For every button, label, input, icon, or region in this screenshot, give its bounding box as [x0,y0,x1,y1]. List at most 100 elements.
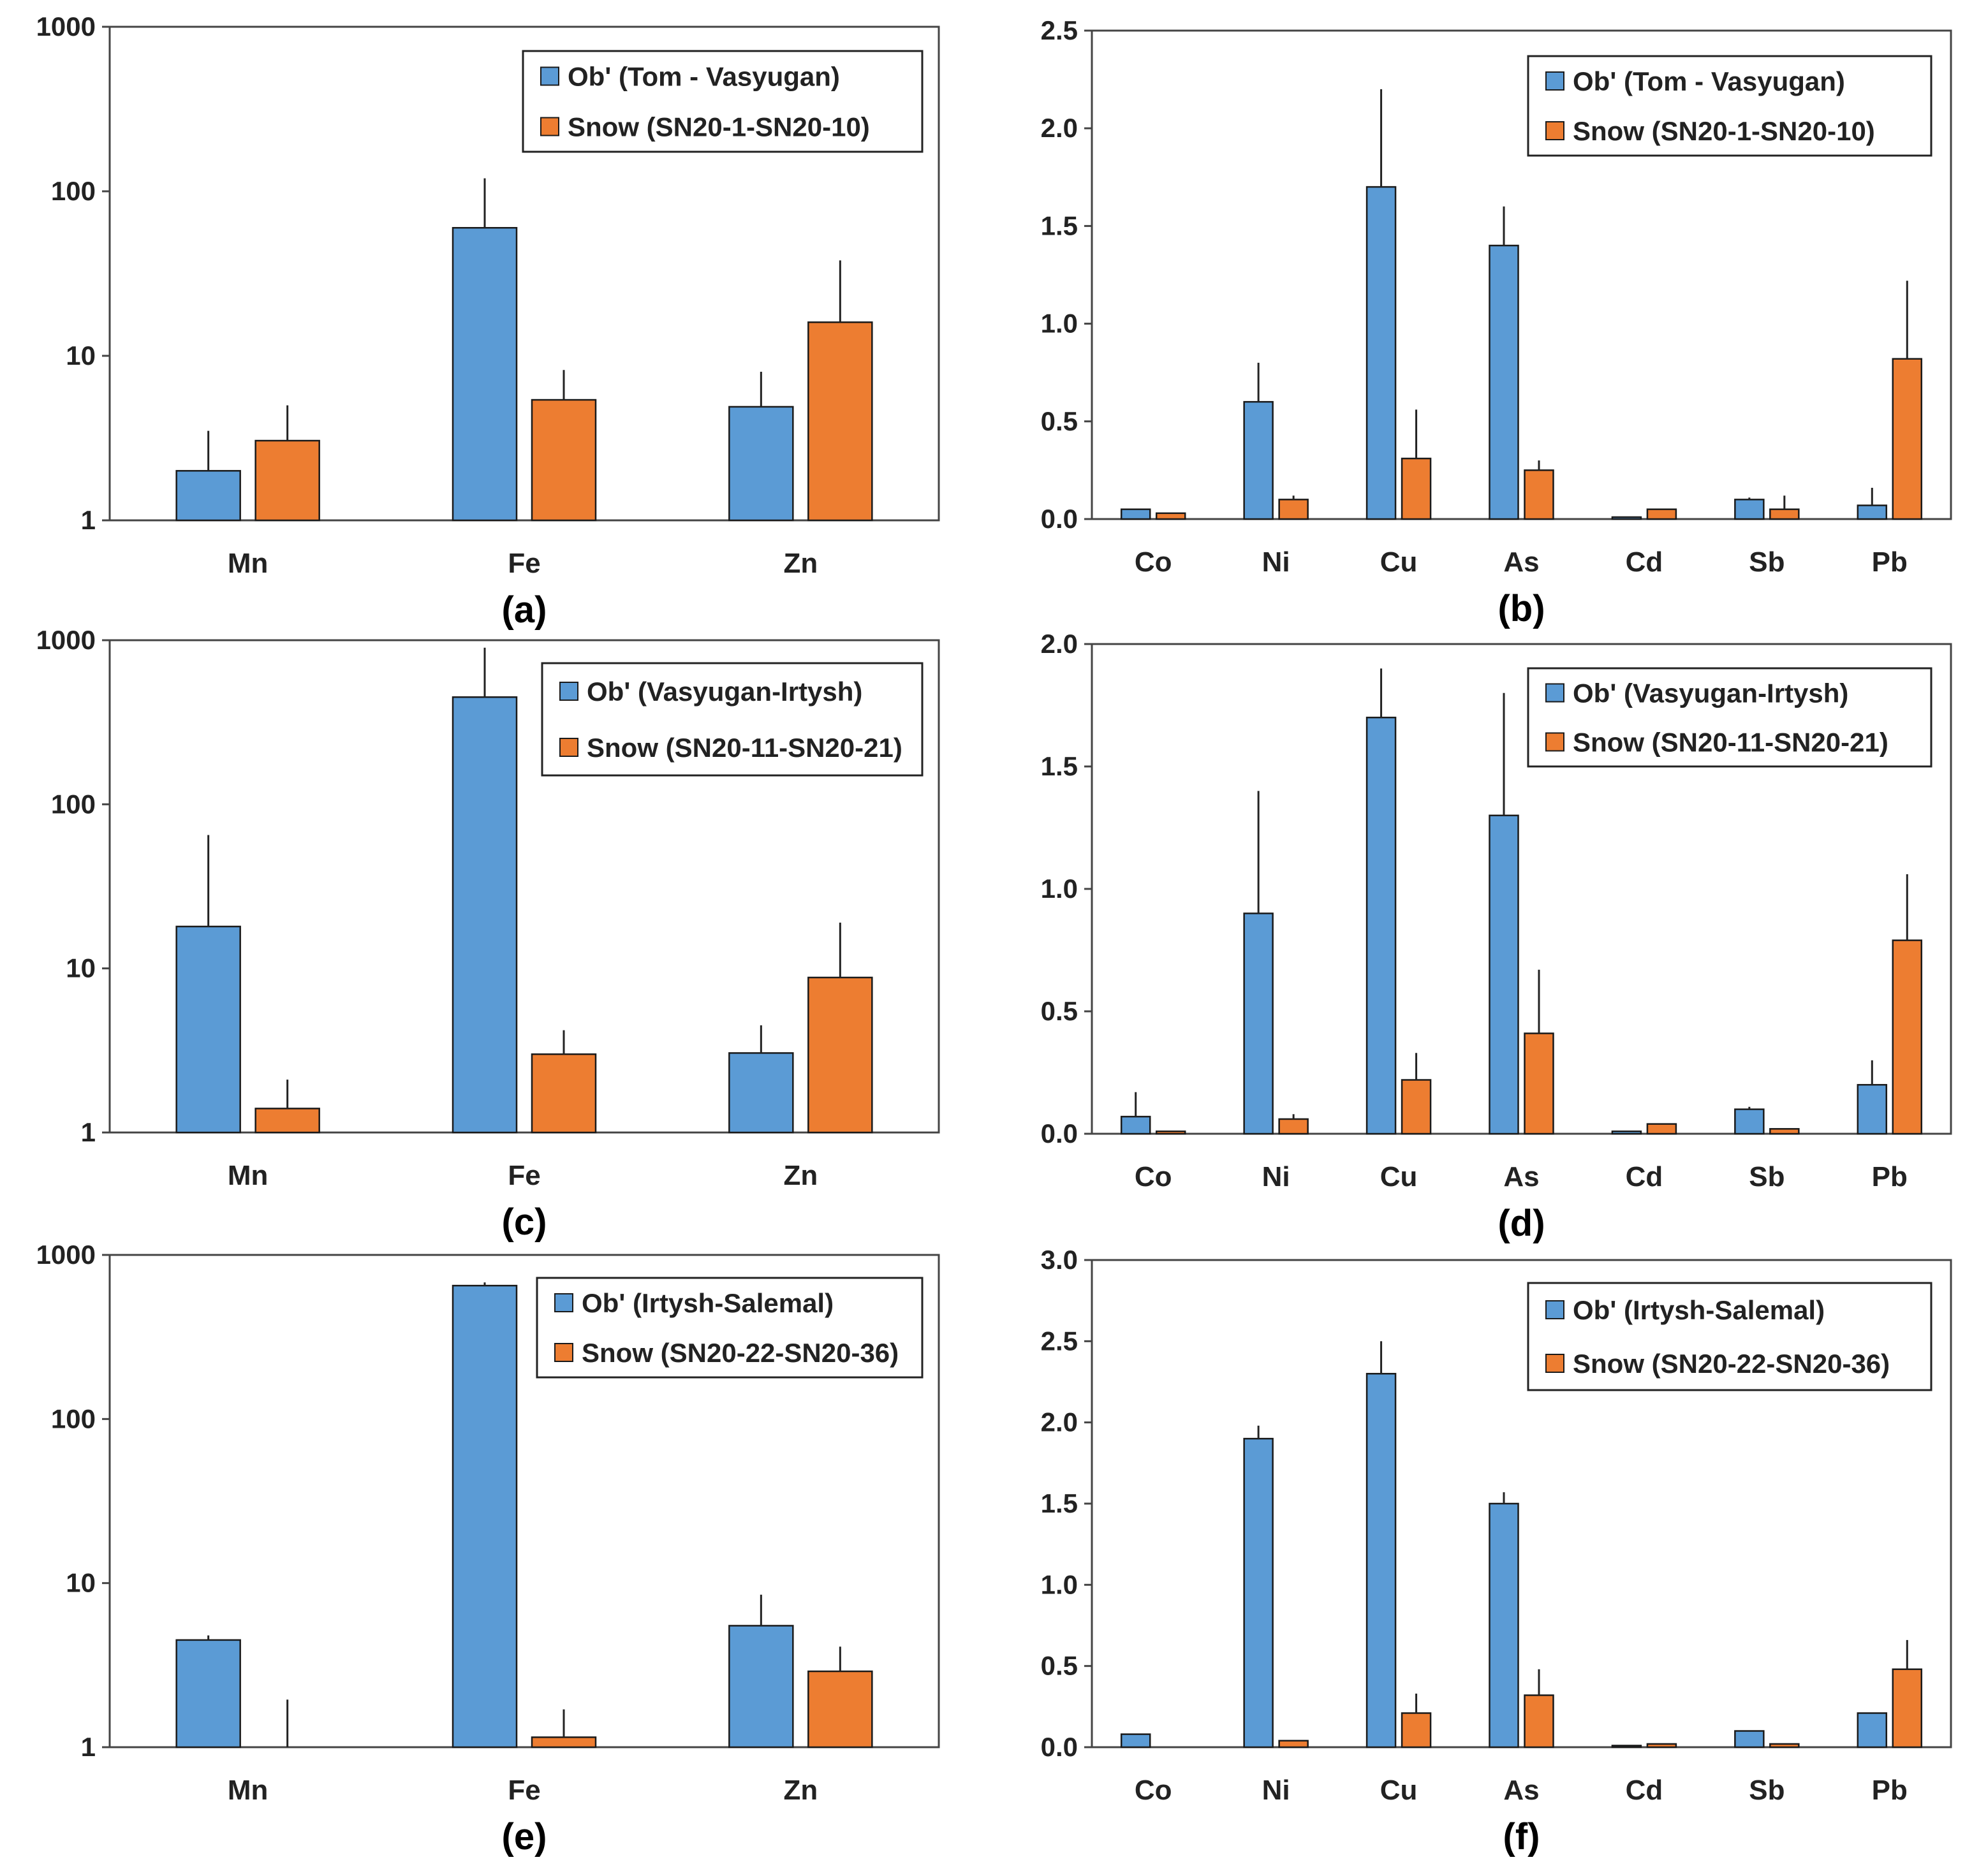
bar-ed7d31-as [1524,1694,1554,1748]
category-label-zn: Zn [783,1160,818,1191]
legend-swatch [540,117,559,136]
category-label-sb: Sb [1749,1161,1785,1192]
legend-box [1527,55,1932,157]
category-label-pb: Pb [1872,1161,1908,1192]
bar-ed7d31-cd [1646,1123,1677,1135]
bar-5b9bd5-mn [175,1639,241,1748]
y-tick-label: 10 [66,1568,96,1598]
y-tick-label: 1 [81,505,96,535]
legend-swatch [1545,121,1564,140]
legend-label: Snow (SN20-22-SN20-36) [582,1338,899,1368]
y-tick-label: 1.0 [1041,309,1078,339]
y-tick-label: 100 [51,1403,96,1433]
chart-panel-b: 0.0 0.5 1.0 1.5 2.0 2.5 Co Ni Cu As Cd Sb Pb (b) Ob' (… [1041,15,1952,629]
panel-label: (c) [502,1201,547,1243]
bar-ed7d31-fe [531,399,597,522]
legend-swatch [1545,1300,1564,1319]
category-label-co: Co [1135,546,1172,578]
category-label-ni: Ni [1262,546,1290,578]
bar-5b9bd5-co [1120,1733,1151,1748]
y-tick-label: 10 [66,341,96,370]
y-tick-label: 0.5 [1041,406,1078,436]
bar-5b9bd5-co [1120,1115,1151,1135]
category-label-cd: Cd [1626,546,1663,578]
legend-swatch [559,738,578,757]
bar-ed7d31-cu [1401,1079,1432,1135]
y-tick-label: 2.0 [1041,113,1078,143]
category-label-cd: Cd [1626,1161,1663,1192]
chart-panel-d: 0.0 0.5 1.0 1.5 2.0 Co Ni Cu As Cd Sb Pb (d) Ob' (Vas… [1041,629,1952,1244]
legend-label: Snow (SN20-22-SN20-36) [1573,1349,1890,1379]
bar-ed7d31-co [1155,1130,1186,1135]
y-tick-label: 10 [66,953,96,983]
legend-box [536,1277,924,1379]
chart-panel-a: 1 10 100 1000 Mn Fe Zn (a) Ob' (Tom - Vasyugan) S… [36,11,940,631]
category-label-zn: Zn [783,548,818,579]
bar-5b9bd5-cu [1365,186,1397,520]
category-label-as: As [1503,1775,1539,1806]
legend-swatch [1545,71,1564,91]
bar-ed7d31-cu [1401,1712,1432,1748]
bar-5b9bd5-mn [175,470,241,522]
bar-5b9bd5-pb [1857,504,1888,520]
bar-ed7d31-sb [1769,1128,1800,1135]
category-label-fe: Fe [508,1775,540,1806]
legend-swatch [1545,1354,1564,1373]
category-label-mn: Mn [228,1160,269,1191]
category-label-cu: Cu [1380,1775,1418,1806]
bar-5b9bd5-pb [1857,1712,1888,1748]
category-label-fe: Fe [508,548,540,579]
category-label-ni: Ni [1262,1775,1290,1806]
bar-ed7d31-mn [254,1108,320,1134]
category-label-mn: Mn [228,548,269,579]
bar-ed7d31-ni [1278,1118,1309,1135]
y-tick-label: 2.0 [1041,1407,1078,1437]
bar-5b9bd5-zn [728,406,794,522]
y-tick-label: 0.0 [1041,1118,1078,1148]
category-label-as: As [1503,1161,1539,1192]
bar-ed7d31-sb [1769,508,1800,520]
bar-5b9bd5-cd [1611,516,1642,520]
legend-swatch [1545,732,1564,752]
bar-5b9bd5-fe [452,226,518,522]
y-tick-label: 0.5 [1041,1651,1078,1681]
bar-ed7d31-fe [531,1053,597,1134]
category-label-sb: Sb [1749,1775,1785,1806]
y-tick-label: 1000 [36,625,96,655]
legend-box [541,662,924,777]
bar-5b9bd5-as [1489,814,1519,1135]
bar-ed7d31-cd [1646,1743,1677,1748]
bar-5b9bd5-zn [728,1052,794,1134]
y-tick-label: 1.0 [1041,1569,1078,1599]
y-tick-label: 2.0 [1041,629,1078,659]
legend-label: Ob' (Vasyugan-Irtysh) [587,677,862,707]
category-label-as: As [1503,546,1539,578]
bar-5b9bd5-cd [1611,1745,1642,1748]
category-label-zn: Zn [783,1775,818,1806]
legend-box [522,50,924,153]
category-label-pb: Pb [1872,546,1908,578]
bar-5b9bd5-sb [1734,1108,1765,1135]
bar-5b9bd5-cd [1611,1130,1642,1135]
bar-ed7d31-cd [1646,508,1677,520]
legend-label: Ob' (Vasyugan-Irtysh) [1573,678,1848,708]
chart-panel-e: 1 10 100 1000 Mn Fe Zn (e) Ob' (Irtysh-Salemal) S… [36,1240,940,1858]
bar-ed7d31-sb [1769,1743,1800,1748]
category-label-fe: Fe [508,1160,540,1191]
y-tick-label: 100 [51,176,96,206]
legend-swatch [559,682,578,701]
category-label-sb: Sb [1749,546,1785,578]
y-tick-label: 0.0 [1041,1732,1078,1762]
legend-label: Ob' (Irtysh-Salemal) [1573,1295,1825,1325]
bar-5b9bd5-fe [452,696,518,1134]
bar-ed7d31-fe [531,1736,597,1748]
bar-5b9bd5-co [1120,508,1151,520]
y-tick-label: 2.5 [1041,15,1078,45]
bar-5b9bd5-ni [1243,912,1274,1135]
bar-ed7d31-pb [1892,358,1923,520]
panel-label: (d) [1498,1203,1545,1244]
y-tick-label: 1 [81,1732,96,1762]
bar-5b9bd5-ni [1243,400,1274,520]
legend-label: Ob' (Tom - Vasyugan) [1573,66,1845,96]
